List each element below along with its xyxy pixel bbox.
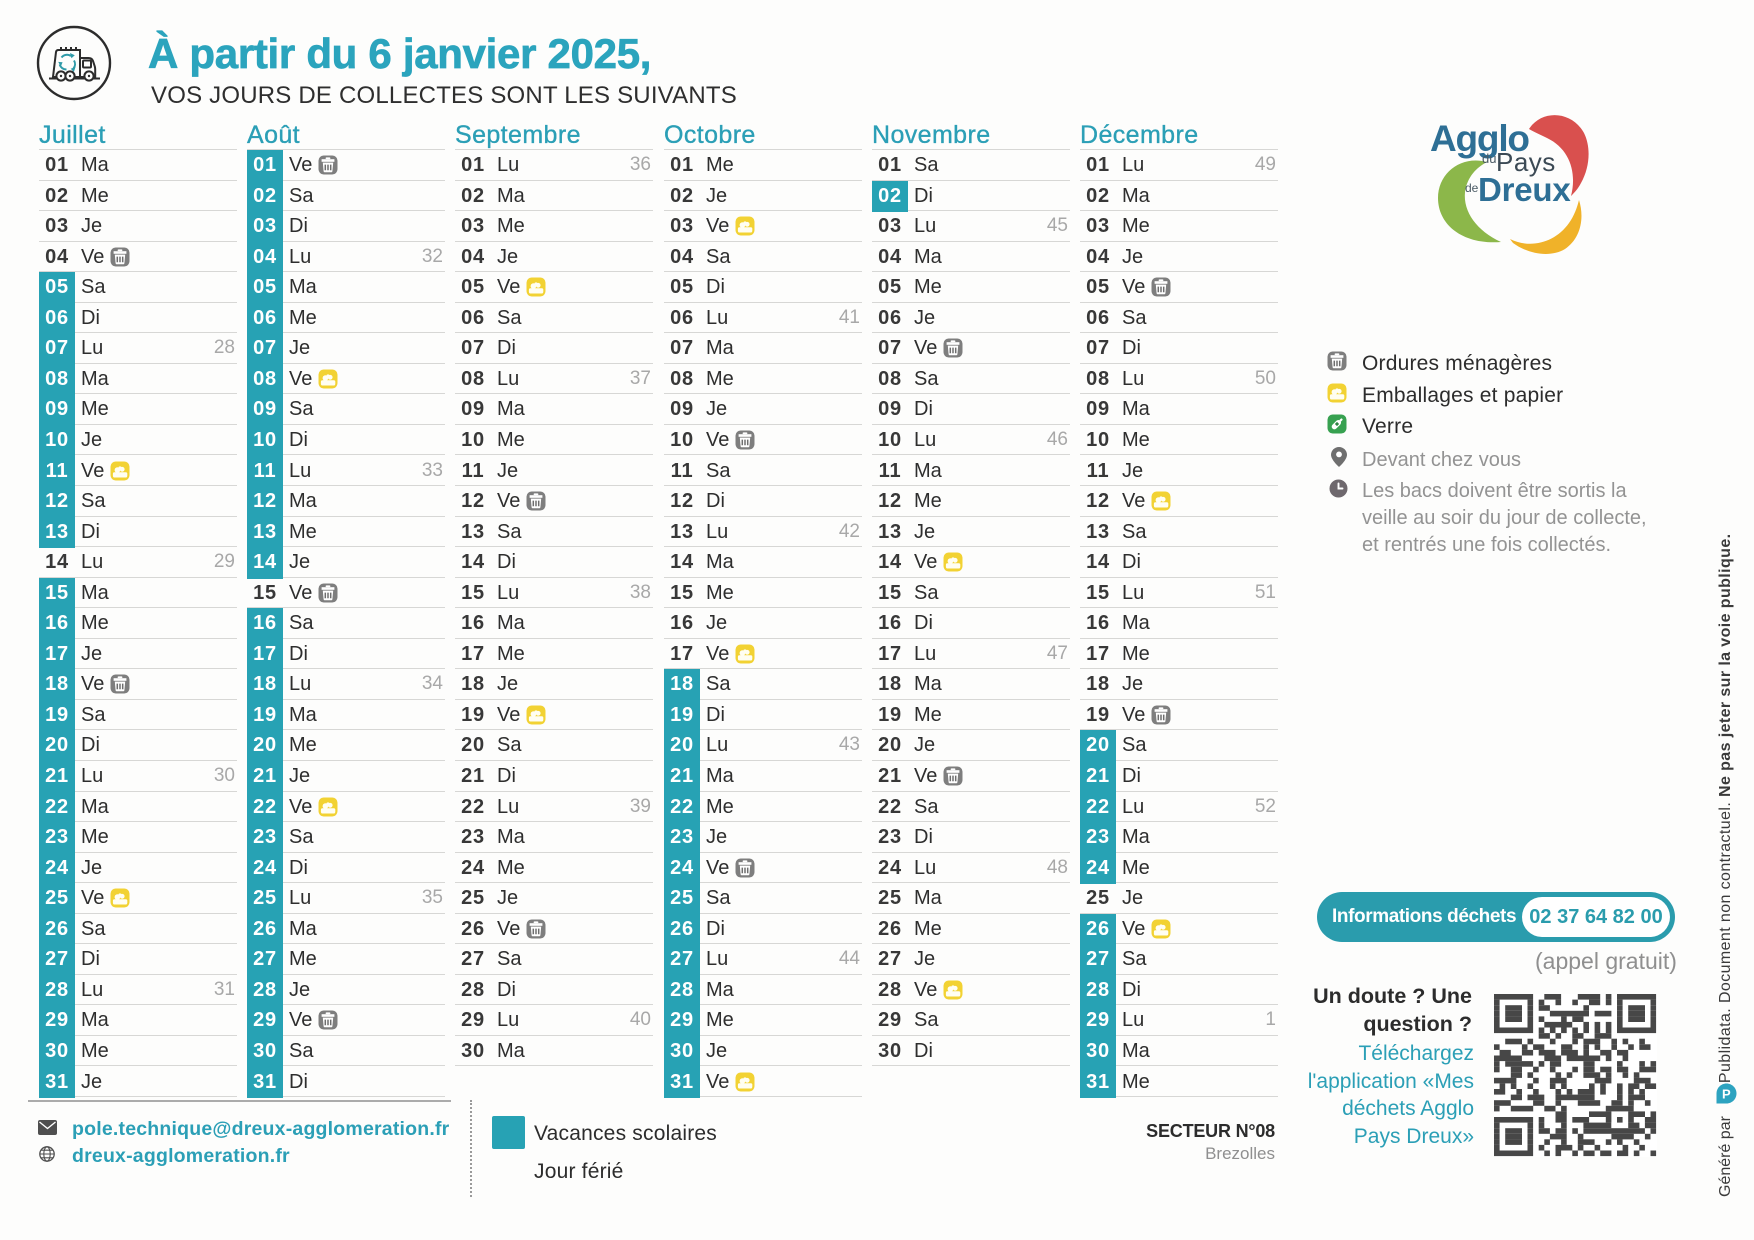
svg-text:du: du	[1482, 151, 1496, 166]
svg-text:Pays: Pays	[1496, 147, 1556, 177]
svg-text:de: de	[1465, 181, 1479, 195]
svg-text:P: P	[1722, 1087, 1731, 1102]
svg-text:Dreux: Dreux	[1478, 171, 1571, 208]
svg-text:Agglo: Agglo	[1430, 118, 1529, 159]
